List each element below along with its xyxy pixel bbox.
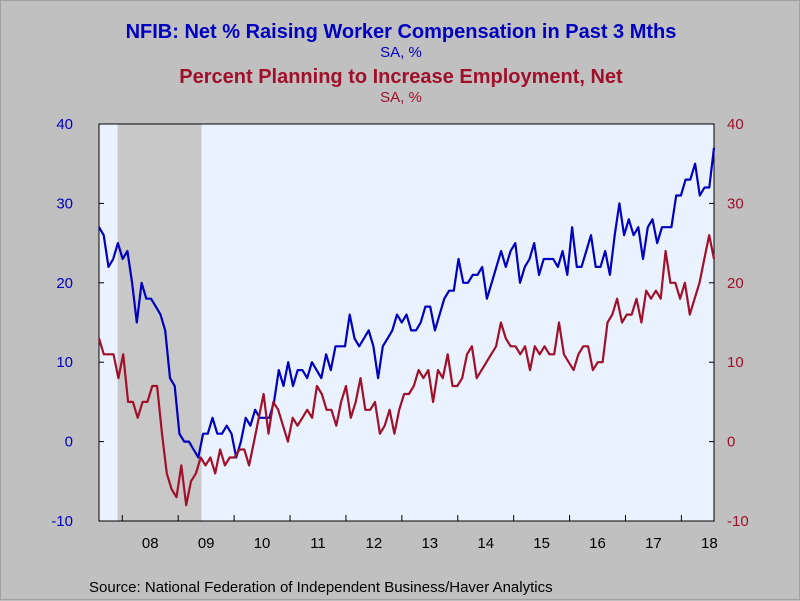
chart-subtitle-secondary: SA, %	[380, 89, 422, 106]
left-axis-label: 10	[56, 354, 73, 371]
right-axis-label: -10	[727, 513, 749, 530]
right-axis-label: 40	[727, 116, 744, 133]
x-axis-label: 16	[589, 535, 606, 552]
right-axis-label: 0	[727, 434, 735, 451]
left-axis-label: 0	[65, 434, 73, 451]
chart-subtitle-primary: SA, %	[380, 44, 422, 61]
x-axis-label: 14	[477, 535, 494, 552]
left-axis-label: 40	[56, 116, 73, 133]
x-axis-label: 08	[142, 535, 159, 552]
recession-band	[117, 124, 202, 521]
right-axis-label: 20	[727, 275, 744, 292]
left-axis-label: -10	[51, 513, 73, 530]
left-axis-label: 30	[56, 195, 73, 212]
x-axis-label: 12	[366, 535, 383, 552]
chart-title-primary: NFIB: Net % Raising Worker Compensation …	[125, 21, 677, 43]
compensation-series-line	[98, 147, 716, 459]
x-axis-label: 17	[645, 535, 662, 552]
x-axis-label: 13	[421, 535, 438, 552]
x-axis-label: 18	[701, 535, 718, 552]
x-axis-label: 09	[198, 535, 215, 552]
x-axis-label: 15	[533, 535, 550, 552]
chart-title-secondary: Percent Planning to Increase Employment,…	[179, 66, 623, 88]
x-axis-label: 11	[310, 535, 326, 552]
plot-border	[98, 123, 715, 522]
source-note: Source: National Federation of Independe…	[89, 579, 553, 596]
left-axis-label: 20	[56, 275, 73, 292]
employment-series-line	[97, 234, 716, 507]
right-axis-label: 10	[727, 354, 744, 371]
x-axis-label: 10	[254, 535, 271, 552]
right-axis-label: 30	[727, 195, 744, 212]
